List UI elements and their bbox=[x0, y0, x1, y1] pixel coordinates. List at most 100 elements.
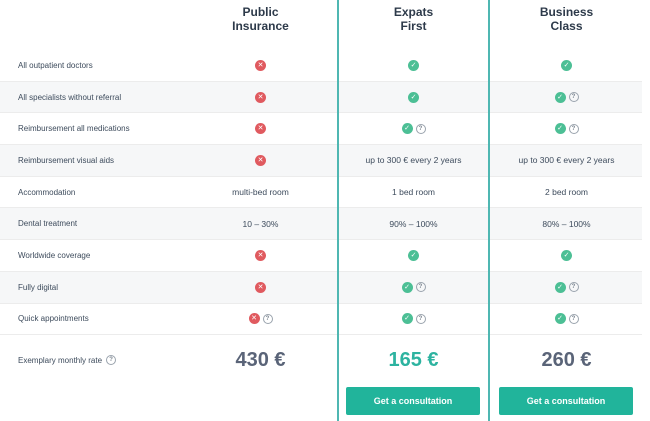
plan-name-expats-first: Expats First bbox=[337, 5, 490, 33]
info-icon[interactable]: ? bbox=[568, 313, 579, 324]
monthly-rate-text: Exemplary monthly rate bbox=[18, 355, 103, 365]
x-icon: ✕ bbox=[255, 59, 266, 71]
table-cell: ✓? bbox=[337, 304, 490, 335]
check-icon: ✓ bbox=[408, 91, 419, 103]
cell-value: 90% – 100% bbox=[389, 218, 438, 229]
info-icon[interactable]: ? bbox=[415, 313, 426, 324]
feature-label: Worldwide coverage bbox=[18, 250, 91, 260]
table-row: Quick appointments ✕? ✓? ✓? bbox=[0, 304, 642, 336]
table-cell: ✕ bbox=[184, 113, 337, 144]
info-icon[interactable]: ? bbox=[262, 313, 273, 324]
check-icon: ✓ bbox=[401, 281, 413, 293]
feature-label: All specialists without referral bbox=[18, 92, 122, 102]
table-cell: ✕? bbox=[184, 304, 337, 335]
table-cell: 2 bed room bbox=[490, 177, 643, 208]
feature-label: Reimbursement all medications bbox=[18, 124, 130, 134]
table-cell: ✕ bbox=[184, 240, 337, 271]
plan-name-line1: Public bbox=[242, 5, 279, 19]
cell-value: 2 bed room bbox=[545, 187, 588, 198]
cell-value: 80% – 100% bbox=[542, 218, 591, 229]
table-cell: ✕ bbox=[184, 50, 337, 81]
check-icon: ✓ bbox=[561, 59, 572, 71]
feature-rows: All outpatient doctors ✕ ✓ ✓ All specialists… bbox=[0, 50, 650, 336]
feature-label: Reimbursement visual aids bbox=[18, 155, 115, 165]
check-icon: ✓ bbox=[554, 281, 566, 293]
table-cell: ✓ bbox=[337, 82, 490, 113]
table-row: Reimbursement visual aids ✕ up to 300 € ev… bbox=[0, 145, 642, 177]
table-row: Fully digital ✕ ✓? ✓? bbox=[0, 271, 643, 304]
table-cell: up to 300 € every 2 years bbox=[490, 145, 643, 176]
info-icon[interactable]: ? bbox=[568, 282, 579, 293]
table-cell: ✓? bbox=[337, 113, 490, 144]
table-cell: ✕ bbox=[184, 272, 337, 303]
table-cell: ✓? bbox=[490, 272, 643, 303]
table-cell: ✓? bbox=[490, 304, 643, 335]
plan-name-public-insurance: Public Insurance bbox=[184, 5, 337, 33]
table-cell: ✓ bbox=[337, 50, 490, 81]
x-icon: ✕ bbox=[255, 249, 266, 261]
table-cell: ✓ bbox=[490, 240, 643, 271]
feature-label: Quick appointments bbox=[18, 314, 89, 324]
info-icon[interactable]: ? bbox=[415, 282, 426, 293]
info-icon[interactable]: ? bbox=[106, 355, 117, 365]
cell-value: multi-bed room bbox=[232, 187, 289, 198]
table-cell: ✓? bbox=[490, 82, 643, 113]
plan-name-line2: Insurance bbox=[232, 19, 289, 33]
plan-header-row: Public Insurance Expats First Business C… bbox=[0, 0, 650, 50]
check-icon: ✓ bbox=[401, 123, 413, 135]
x-icon: ✕ bbox=[255, 91, 266, 103]
table-cell: 1 bed room bbox=[337, 177, 490, 208]
table-row: Accommodation multi-bed room 1 bed room 2 b… bbox=[0, 177, 642, 209]
table-cell: ✕ bbox=[184, 145, 337, 176]
info-icon[interactable]: ? bbox=[568, 92, 579, 103]
check-icon: ✓ bbox=[408, 59, 419, 71]
table-cell: ✓? bbox=[337, 272, 490, 303]
check-icon: ✓ bbox=[561, 249, 572, 261]
cell-value: 1 bed room bbox=[392, 187, 435, 198]
cell-value: up to 300 € every 2 years bbox=[365, 155, 462, 166]
table-cell: 80% – 100% bbox=[490, 208, 643, 239]
table-row: All outpatient doctors ✕ ✓ ✓ bbox=[0, 50, 642, 82]
x-icon: ✕ bbox=[248, 313, 260, 325]
feature-label: Fully digital bbox=[18, 282, 59, 292]
price-business-class: 260 € bbox=[541, 348, 592, 371]
plan-name-line2: Class bbox=[550, 19, 583, 33]
table-row: Dental treatment 10 – 30% 90% – 100% 80% – … bbox=[0, 208, 643, 241]
table-cell: ✓? bbox=[490, 113, 643, 144]
cell-value: up to 300 € every 2 years bbox=[518, 155, 615, 166]
table-cell: 10 – 30% bbox=[184, 208, 337, 239]
info-icon[interactable]: ? bbox=[415, 123, 426, 134]
plan-name-business-class: Business Class bbox=[490, 5, 643, 33]
feature-label: Dental treatment bbox=[18, 219, 78, 229]
table-cell: 90% – 100% bbox=[337, 208, 490, 239]
table-cell: ✓ bbox=[490, 50, 643, 81]
check-icon: ✓ bbox=[408, 249, 419, 261]
feature-label: Accommodation bbox=[18, 187, 76, 197]
check-icon: ✓ bbox=[401, 313, 413, 325]
table-cell: up to 300 € every 2 years bbox=[337, 145, 490, 176]
get-consultation-button-business-class[interactable]: Get a consultation bbox=[499, 387, 633, 415]
check-icon: ✓ bbox=[554, 91, 566, 103]
plan-name-line2: First bbox=[400, 19, 427, 33]
x-icon: ✕ bbox=[255, 281, 266, 293]
table-cell: ✓ bbox=[337, 240, 490, 271]
feature-label: All outpatient doctors bbox=[18, 60, 93, 70]
price-expats-first: 165 € bbox=[388, 348, 439, 371]
x-icon: ✕ bbox=[255, 123, 266, 135]
check-icon: ✓ bbox=[554, 313, 566, 325]
price-public-insurance: 430 € bbox=[235, 348, 286, 371]
get-consultation-button-expats-first[interactable]: Get a consultation bbox=[346, 387, 480, 415]
table-cell: multi-bed room bbox=[184, 177, 337, 208]
plan-name-line1: Expats bbox=[393, 5, 434, 19]
table-row: Worldwide coverage ✕ ✓ ✓ bbox=[0, 240, 642, 272]
monthly-rate-row: Exemplary monthly rate ? 430 € 165 € 260… bbox=[0, 336, 650, 384]
table-cell: ✕ bbox=[184, 82, 337, 113]
table-row: Reimbursement all medications ✕ ✓? ✓? bbox=[0, 113, 643, 146]
x-icon: ✕ bbox=[255, 154, 266, 166]
table-row: All specialists without referral ✕ ✓ ✓? bbox=[0, 81, 643, 114]
cell-value: 10 – 30% bbox=[242, 218, 279, 229]
info-icon[interactable]: ? bbox=[568, 123, 579, 134]
plan-name-line1: Business bbox=[539, 5, 594, 19]
monthly-rate-label: Exemplary monthly rate ? bbox=[18, 336, 117, 384]
